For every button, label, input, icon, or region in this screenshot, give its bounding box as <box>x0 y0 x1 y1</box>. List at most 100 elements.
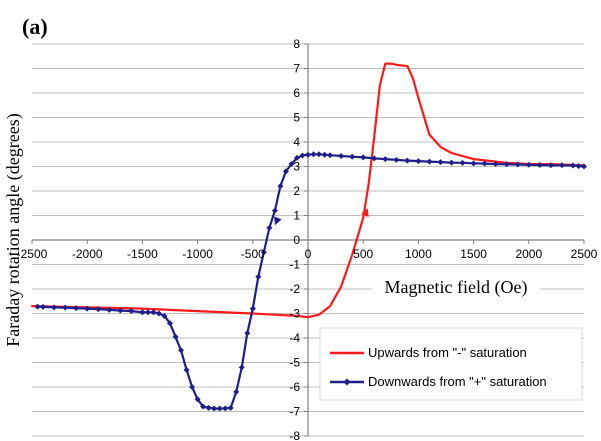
point-s1-54 <box>437 159 444 166</box>
point-s1-46 <box>349 153 356 160</box>
point-s1-59 <box>492 161 499 168</box>
point-s1-67 <box>575 163 582 170</box>
point-s1-56 <box>459 159 466 166</box>
y-tick-label-4: -4 <box>289 331 300 345</box>
point-s1-23 <box>211 405 218 412</box>
point-s1-35 <box>277 183 284 190</box>
legend-marker-1 <box>343 378 351 386</box>
point-s1-33 <box>266 224 273 231</box>
point-s1-34 <box>271 207 278 214</box>
point-s1-27 <box>233 388 240 395</box>
point-s1-31 <box>255 273 262 280</box>
point-s1-51 <box>404 157 411 164</box>
point-s1-58 <box>481 160 488 167</box>
point-s1-16 <box>172 333 179 340</box>
tick-labels: -8 -7 -6 -5 -4 -3 -2 -1 0 1 2 3 4 5 6 7 8 -2500 -2000 -1500… <box>17 37 598 441</box>
point-s1-6 <box>95 306 102 313</box>
y-tick-label-11: 3 <box>293 160 300 174</box>
series-0 <box>30 62 586 319</box>
x-tick-label-1: -2000 <box>72 247 103 261</box>
y-tick-label-10: 2 <box>293 184 300 198</box>
series-line-0 <box>30 62 586 319</box>
point-s1-52 <box>415 158 422 165</box>
point-s1-60 <box>503 161 510 168</box>
point-s1-65 <box>558 162 565 169</box>
y-axis-label: Faraday rotation angle (degrees) <box>3 113 24 346</box>
point-s1-19 <box>189 384 196 390</box>
point-s1-13 <box>155 310 162 317</box>
point-s1-0 <box>34 303 41 310</box>
y-tick-label-1: -7 <box>289 405 300 419</box>
point-s1-11 <box>144 309 151 316</box>
point-s1-41 <box>310 151 317 158</box>
point-s1-14 <box>161 312 168 319</box>
y-tick-label-14: 6 <box>293 86 300 100</box>
y-tick-label-2: -6 <box>289 380 300 394</box>
point-s1-36 <box>282 168 289 175</box>
legend-entries: Upwards from "-" saturation Downwards fro… <box>330 345 547 389</box>
x-tick-label-6: 500 <box>353 247 373 261</box>
point-s1-3 <box>62 304 69 311</box>
point-s1-17 <box>178 347 185 354</box>
series-layer <box>30 62 587 412</box>
point-s1-53 <box>426 158 433 165</box>
axes <box>31 43 585 437</box>
y-tick-label-15: 7 <box>293 62 300 76</box>
point-s1-7 <box>106 306 113 313</box>
point-s1-61 <box>514 161 521 168</box>
point-s1-47 <box>360 154 367 161</box>
x-tick-label-8: 1500 <box>460 247 487 261</box>
point-s1-37 <box>288 161 295 168</box>
point-s1-8 <box>117 307 124 314</box>
series-1 <box>34 151 587 412</box>
point-s1-10 <box>139 309 146 316</box>
y-tick-label-7: -1 <box>289 258 300 272</box>
y-tick-label-5: -3 <box>289 307 300 321</box>
point-s1-44 <box>327 152 334 159</box>
legend: Upwards from "-" saturation Downwards fro… <box>319 327 583 401</box>
point-s1-39 <box>299 152 306 159</box>
point-s1-24 <box>216 405 223 412</box>
point-s1-28 <box>238 364 245 371</box>
point-s1-62 <box>525 161 532 168</box>
point-s1-68 <box>581 163 587 170</box>
point-s1-32 <box>260 249 267 256</box>
point-s1-21 <box>200 403 207 410</box>
point-s1-9 <box>128 308 135 315</box>
legend-entry-1: Downwards from "+" saturation <box>330 374 547 389</box>
point-s1-20 <box>194 396 201 403</box>
point-s1-66 <box>569 162 576 169</box>
legend-label-1: Downwards from "+" saturation <box>368 374 547 389</box>
point-s1-25 <box>222 405 229 412</box>
x-axis-label: Magnetic field (Oe) <box>385 277 528 298</box>
x-tick-label-10: 2500 <box>571 247 598 261</box>
point-s1-1 <box>40 303 47 310</box>
y-tick-label-3: -5 <box>289 356 300 370</box>
point-s1-4 <box>73 305 80 312</box>
point-s1-49 <box>382 156 389 163</box>
legend-label-0: Upwards from "-" saturation <box>368 345 527 360</box>
up-arrow-icon <box>361 208 369 218</box>
point-s1-15 <box>167 320 173 327</box>
x-tick-label-5: 0 <box>305 247 312 261</box>
y-tick-label-6: -2 <box>289 282 300 296</box>
y-tick-label-8: 0 <box>293 233 300 247</box>
point-s1-64 <box>547 162 554 169</box>
y-tick-label-12: 4 <box>293 135 300 149</box>
point-s1-29 <box>244 330 251 337</box>
x-tick-label-9: 2000 <box>515 247 542 261</box>
point-s1-42 <box>316 151 323 158</box>
point-s1-48 <box>371 155 378 162</box>
point-s1-63 <box>536 162 543 169</box>
point-s1-18 <box>183 366 190 373</box>
x-tick-label-3: -1000 <box>182 247 213 261</box>
x-tick-label-4: -500 <box>241 247 265 261</box>
direction-arrows <box>274 208 369 226</box>
point-s1-12 <box>150 309 157 316</box>
legend-entry-0: Upwards from "-" saturation <box>330 345 527 360</box>
point-s1-45 <box>338 152 345 159</box>
x-tick-label-0: -2500 <box>17 247 48 261</box>
y-tick-label-9: 1 <box>293 209 300 223</box>
